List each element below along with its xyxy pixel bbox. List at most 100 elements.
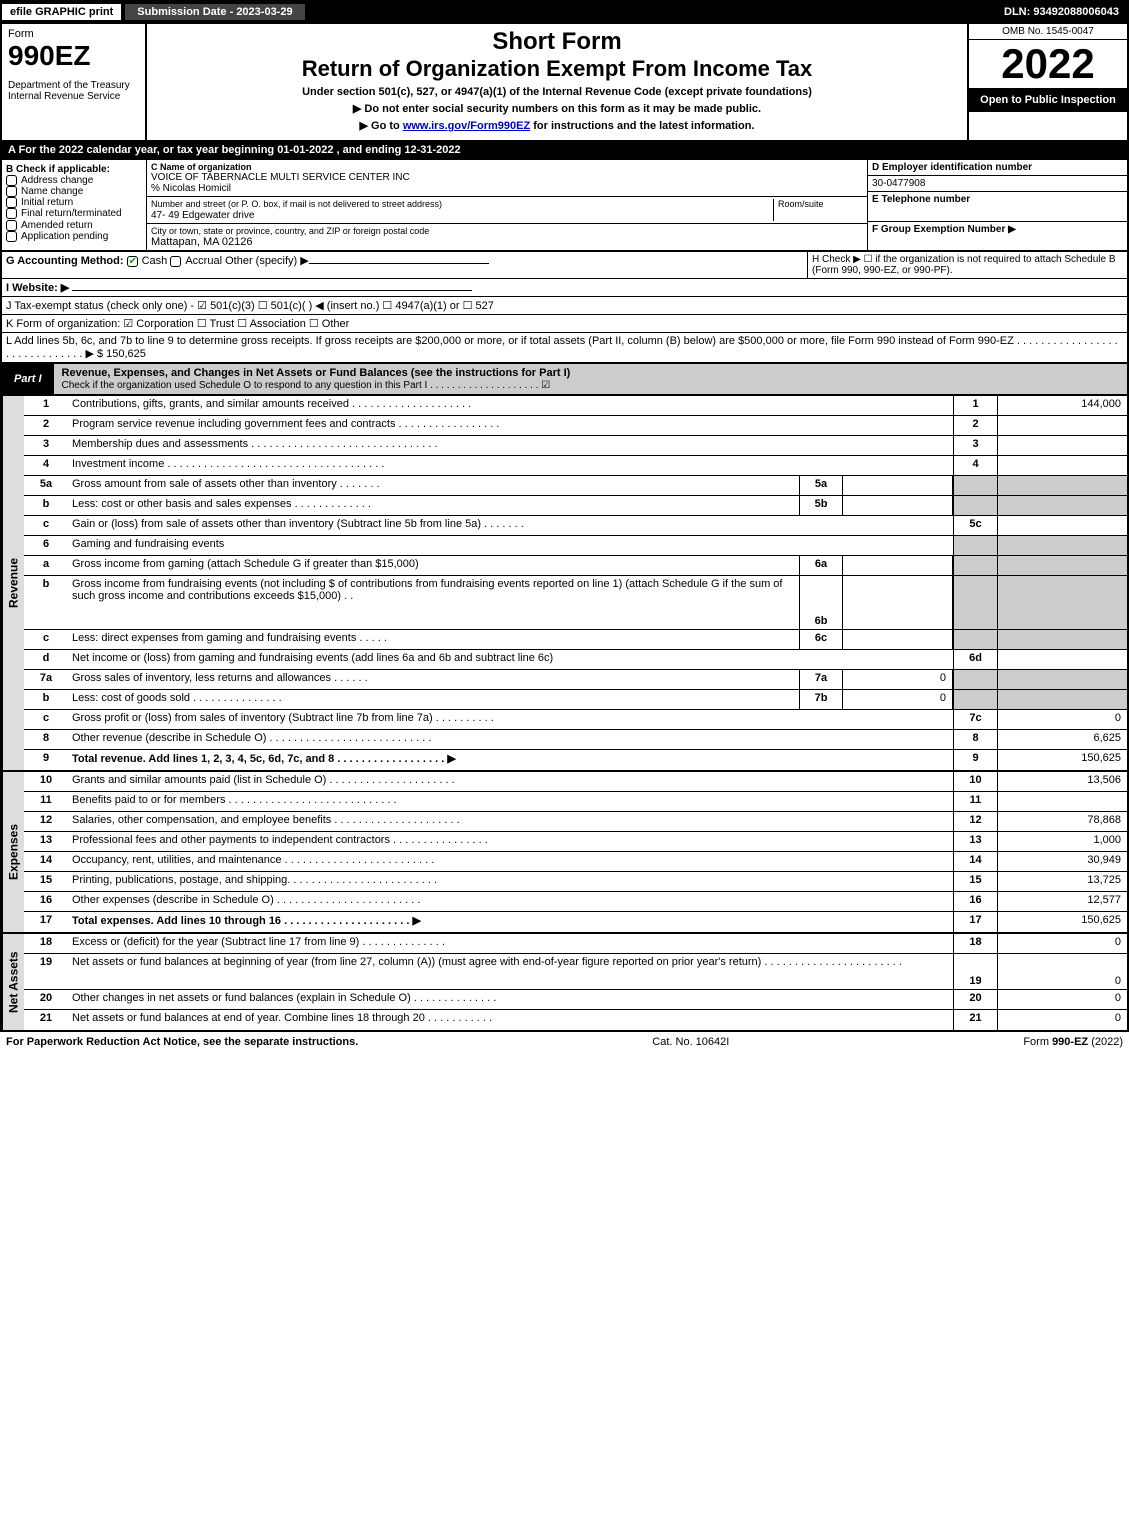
submission-date: Submission Date - 2023-03-29 xyxy=(125,4,304,20)
subtitle-ssn: Do not enter social security numbers on … xyxy=(151,102,963,115)
org-name-block: C Name of organization VOICE OF TABERNAC… xyxy=(147,160,867,197)
line-18: 18Excess or (deficit) for the year (Subt… xyxy=(24,934,1127,954)
city: Mattapan, MA 02126 xyxy=(151,236,863,248)
netassets-section: Net Assets 18Excess or (deficit) for the… xyxy=(0,934,1129,1032)
val-15: 13,725 xyxy=(997,872,1127,891)
open-inspection: Open to Public Inspection xyxy=(969,88,1127,112)
street-block: Number and street (or P. O. box, if mail… xyxy=(147,197,867,224)
line-6c: cLess: direct expenses from gaming and f… xyxy=(24,630,1127,650)
cb-address: Address change xyxy=(6,175,142,186)
line-5c: cGain or (loss) from sale of assets othe… xyxy=(24,516,1127,536)
revenue-label: Revenue xyxy=(2,396,24,770)
line-10: 10Grants and similar amounts paid (list … xyxy=(24,772,1127,792)
line-13: 13Professional fees and other payments t… xyxy=(24,832,1127,852)
dept-irs: Internal Revenue Service xyxy=(8,91,139,102)
org-name: VOICE OF TABERNACLE MULTI SERVICE CENTER… xyxy=(151,172,863,183)
irs-link[interactable]: www.irs.gov/Form990EZ xyxy=(403,120,530,132)
line-k: K Form of organization: ☑ Corporation ☐ … xyxy=(0,315,1129,333)
footer-catno: Cat. No. 10642I xyxy=(652,1036,729,1048)
val-21: 0 xyxy=(997,1010,1127,1030)
line-6d: dNet income or (loss) from gaming and fu… xyxy=(24,650,1127,670)
label-group: F Group Exemption Number ▶ xyxy=(868,222,1127,237)
form-label: Form xyxy=(8,28,139,40)
expenses-label: Expenses xyxy=(2,772,24,932)
val-9: 150,625 xyxy=(997,750,1127,770)
footer-left: For Paperwork Reduction Act Notice, see … xyxy=(6,1036,358,1048)
part-1-title: Revenue, Expenses, and Changes in Net As… xyxy=(54,364,1127,394)
line-i: I Website: ▶ xyxy=(0,279,1129,297)
dln: DLN: 93492088006043 xyxy=(996,4,1127,20)
val-7c: 0 xyxy=(997,710,1127,729)
val-8: 6,625 xyxy=(997,730,1127,749)
cb-initial: Initial return xyxy=(6,197,142,208)
line-7c: cGross profit or (loss) from sales of in… xyxy=(24,710,1127,730)
line-7a: 7aGross sales of inventory, less returns… xyxy=(24,670,1127,690)
subtitle-section: Under section 501(c), 527, or 4947(a)(1)… xyxy=(151,86,963,98)
omb-number: OMB No. 1545-0047 xyxy=(969,24,1127,40)
label-phone: E Telephone number xyxy=(868,192,1127,222)
cb-final: Final return/terminated xyxy=(6,208,142,219)
line-h: H Check ▶ ☐ if the organization is not r… xyxy=(807,252,1127,278)
part-1-header: Part I Revenue, Expenses, and Changes in… xyxy=(0,364,1129,396)
val-7b: 0 xyxy=(843,690,953,709)
line-7b: bLess: cost of goods sold . . . . . . . … xyxy=(24,690,1127,710)
line-5a: 5aGross amount from sale of assets other… xyxy=(24,476,1127,496)
header-center: Short Form Return of Organization Exempt… xyxy=(147,24,967,140)
line-5b: bLess: cost or other basis and sales exp… xyxy=(24,496,1127,516)
revenue-section: Revenue 1Contributions, gifts, grants, a… xyxy=(0,396,1129,772)
line-19: 19Net assets or fund balances at beginni… xyxy=(24,954,1127,990)
box-b: B Check if applicable: Address change Na… xyxy=(2,160,147,250)
street: 47- 49 Edgewater drive xyxy=(151,210,773,221)
city-block: City or town, state or province, country… xyxy=(147,224,867,250)
header-left: Form 990EZ Department of the Treasury In… xyxy=(2,24,147,140)
val-20: 0 xyxy=(997,990,1127,1009)
line-1: 1Contributions, gifts, grants, and simil… xyxy=(24,396,1127,416)
line-11: 11Benefits paid to or for members . . . … xyxy=(24,792,1127,812)
line-4: 4Investment income . . . . . . . . . . .… xyxy=(24,456,1127,476)
line-16: 16Other expenses (describe in Schedule O… xyxy=(24,892,1127,912)
line-j: J Tax-exempt status (check only one) - ☑… xyxy=(0,297,1129,315)
box-b-title: B Check if applicable: xyxy=(6,164,142,175)
line-g-h: G Accounting Method: Cash Accrual Other … xyxy=(0,252,1129,279)
page-footer: For Paperwork Reduction Act Notice, see … xyxy=(0,1032,1129,1052)
efile-label: efile GRAPHIC print xyxy=(2,4,121,20)
val-1: 144,000 xyxy=(997,396,1127,415)
care-of: % Nicolas Homicil xyxy=(151,183,863,194)
room-suite: Room/suite xyxy=(773,199,863,221)
subtitle-goto: ▶ Go to www.irs.gov/Form990EZ for instru… xyxy=(151,119,963,132)
line-12: 12Salaries, other compensation, and empl… xyxy=(24,812,1127,832)
cb-pending: Application pending xyxy=(6,231,142,242)
line-17: 17Total expenses. Add lines 10 through 1… xyxy=(24,912,1127,932)
line-g: G Accounting Method: Cash Accrual Other … xyxy=(2,252,807,278)
section-a: A For the 2022 calendar year, or tax yea… xyxy=(0,142,1129,160)
box-c: C Name of organization VOICE OF TABERNAC… xyxy=(147,160,867,250)
cb-accrual[interactable] xyxy=(170,256,181,267)
val-12: 78,868 xyxy=(997,812,1127,831)
title-return: Return of Organization Exempt From Incom… xyxy=(151,56,963,82)
label-ein: D Employer identification number xyxy=(868,160,1127,176)
footer-formref: Form 990-EZ (2022) xyxy=(1023,1036,1123,1048)
val-7a: 0 xyxy=(843,670,953,689)
tax-year: 2022 xyxy=(969,40,1127,88)
line-3: 3Membership dues and assessments . . . .… xyxy=(24,436,1127,456)
val-18: 0 xyxy=(997,934,1127,953)
cb-cash[interactable] xyxy=(127,256,138,267)
line-9: 9Total revenue. Add lines 1, 2, 3, 4, 5c… xyxy=(24,750,1127,770)
val-17: 150,625 xyxy=(997,912,1127,932)
form-number: 990EZ xyxy=(8,40,139,72)
ein: 30-0477908 xyxy=(868,176,1127,192)
val-10: 13,506 xyxy=(997,772,1127,791)
top-bar: efile GRAPHIC print Submission Date - 20… xyxy=(0,0,1129,24)
val-19: 0 xyxy=(997,954,1127,989)
cb-name: Name change xyxy=(6,186,142,197)
val-13: 1,000 xyxy=(997,832,1127,851)
line-6a: aGross income from gaming (attach Schedu… xyxy=(24,556,1127,576)
box-d-e-f: D Employer identification number 30-0477… xyxy=(867,160,1127,250)
val-16: 12,577 xyxy=(997,892,1127,911)
val-14: 30,949 xyxy=(997,852,1127,871)
part-1-tab: Part I xyxy=(2,370,54,388)
line-20: 20Other changes in net assets or fund ba… xyxy=(24,990,1127,1010)
line-6: 6Gaming and fundraising events xyxy=(24,536,1127,556)
line-2: 2Program service revenue including gover… xyxy=(24,416,1127,436)
header-right: OMB No. 1545-0047 2022 Open to Public In… xyxy=(967,24,1127,140)
